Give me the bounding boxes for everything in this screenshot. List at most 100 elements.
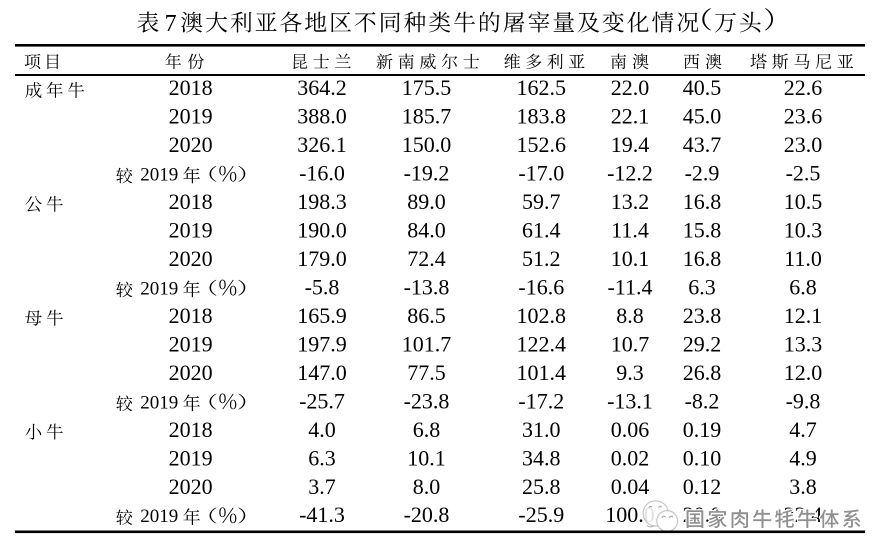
svg-text:13.2: 13.2	[611, 189, 650, 214]
svg-text:16.8: 16.8	[683, 189, 722, 214]
svg-text:3.8: 3.8	[789, 474, 817, 499]
svg-text:15.8: 15.8	[683, 218, 722, 243]
svg-text:179.0: 179.0	[297, 246, 347, 271]
svg-text:2019: 2019	[169, 445, 213, 470]
svg-text:-23.8: -23.8	[404, 388, 450, 413]
svg-text:-41.3: -41.3	[299, 502, 345, 527]
svg-text:61.4: 61.4	[522, 218, 561, 243]
svg-text:165.9: 165.9	[297, 303, 347, 328]
svg-text:190.0: 190.0	[297, 218, 347, 243]
svg-text:152.6: 152.6	[517, 132, 567, 157]
svg-text:0.04: 0.04	[611, 474, 650, 499]
svg-text:364.2: 364.2	[297, 75, 347, 100]
svg-text:2019: 2019	[169, 104, 213, 129]
svg-text:8.0: 8.0	[413, 474, 441, 499]
svg-text:72.4: 72.4	[407, 246, 446, 271]
svg-text:10.1: 10.1	[611, 246, 650, 271]
svg-text:29.2: 29.2	[683, 331, 722, 356]
svg-text:4.7: 4.7	[789, 417, 817, 442]
svg-text:4.9: 4.9	[789, 445, 817, 470]
svg-text:77.5: 77.5	[407, 360, 446, 385]
svg-text:34.8: 34.8	[522, 445, 561, 470]
svg-text:198.3: 198.3	[297, 189, 347, 214]
svg-text:12.0: 12.0	[784, 360, 823, 385]
svg-text:10.7: 10.7	[611, 331, 650, 356]
svg-text:-25.7: -25.7	[299, 388, 345, 413]
svg-text:388.0: 388.0	[297, 104, 347, 129]
svg-text:22.1: 22.1	[611, 104, 650, 129]
svg-text:101.7: 101.7	[402, 331, 452, 356]
svg-text:9.3: 9.3	[616, 360, 644, 385]
svg-text:185.7: 185.7	[402, 104, 452, 129]
svg-text:-13.1: -13.1	[607, 388, 653, 413]
svg-text:150.0: 150.0	[402, 132, 452, 157]
svg-text:2020: 2020	[169, 246, 213, 271]
svg-text:102.8: 102.8	[517, 303, 567, 328]
svg-text:22.0: 22.0	[611, 75, 650, 100]
svg-text:0.10: 0.10	[683, 445, 722, 470]
svg-text:162.5: 162.5	[517, 75, 567, 100]
svg-text:13.3: 13.3	[784, 331, 823, 356]
svg-text:40.5: 40.5	[683, 75, 722, 100]
svg-text:147.0: 147.0	[297, 360, 347, 385]
svg-text:2019: 2019	[140, 392, 178, 413]
svg-text:0.02: 0.02	[611, 445, 650, 470]
svg-text:2018: 2018	[169, 303, 213, 328]
svg-text:2019: 2019	[169, 218, 213, 243]
svg-text:0.19: 0.19	[683, 417, 722, 442]
svg-text:-2.5: -2.5	[786, 161, 821, 186]
svg-text:11.0: 11.0	[784, 246, 822, 271]
svg-text:0.06: 0.06	[611, 417, 650, 442]
svg-text:86.5: 86.5	[407, 303, 446, 328]
svg-text:89.0: 89.0	[407, 189, 446, 214]
svg-text:10.5: 10.5	[784, 189, 823, 214]
svg-text:-16.6: -16.6	[518, 275, 564, 300]
svg-text:-8.2: -8.2	[685, 388, 720, 413]
svg-text:19.4: 19.4	[611, 132, 650, 157]
svg-text:2020: 2020	[169, 474, 213, 499]
svg-text:-13.8: -13.8	[404, 275, 450, 300]
svg-text:22.6: 22.6	[784, 75, 823, 100]
svg-text:59.7: 59.7	[522, 189, 561, 214]
svg-text:-20.8: -20.8	[404, 502, 450, 527]
svg-text:43.7: 43.7	[683, 132, 722, 157]
svg-text:23.6: 23.6	[784, 104, 823, 129]
svg-text:-9.8: -9.8	[786, 388, 821, 413]
svg-text:183.8: 183.8	[517, 104, 567, 129]
svg-text:2019: 2019	[140, 279, 178, 300]
svg-text:16.8: 16.8	[683, 246, 722, 271]
svg-text:4.0: 4.0	[308, 417, 336, 442]
svg-text:26.8: 26.8	[683, 360, 722, 385]
svg-text:0.12: 0.12	[683, 474, 722, 499]
svg-text:6.8: 6.8	[413, 417, 441, 442]
svg-text:-17.0: -17.0	[518, 161, 564, 186]
svg-text:-5.8: -5.8	[305, 275, 340, 300]
svg-text:8.8: 8.8	[616, 303, 644, 328]
svg-text:-17.2: -17.2	[518, 388, 564, 413]
svg-text:122.4: 122.4	[517, 331, 567, 356]
svg-text:3.7: 3.7	[308, 474, 336, 499]
svg-text:25.8: 25.8	[522, 474, 561, 499]
svg-text:23.0: 23.0	[784, 132, 823, 157]
svg-text:11.4: 11.4	[611, 218, 649, 243]
svg-text:10.3: 10.3	[784, 218, 823, 243]
svg-text:-16.0: -16.0	[299, 161, 345, 186]
svg-text:51.2: 51.2	[522, 246, 561, 271]
svg-text:2020: 2020	[169, 360, 213, 385]
svg-text:2020: 2020	[169, 132, 213, 157]
svg-text:31.0: 31.0	[522, 417, 561, 442]
svg-text:175.5: 175.5	[402, 75, 452, 100]
svg-text:197.9: 197.9	[297, 331, 347, 356]
svg-text:326.1: 326.1	[297, 132, 347, 157]
svg-text:23.8: 23.8	[683, 303, 722, 328]
svg-text:6.3: 6.3	[688, 275, 716, 300]
svg-text:45.0: 45.0	[683, 104, 722, 129]
svg-text:6.8: 6.8	[789, 275, 817, 300]
svg-text:-12.2: -12.2	[607, 161, 653, 186]
svg-text:12.1: 12.1	[784, 303, 823, 328]
svg-text:84.0: 84.0	[407, 218, 446, 243]
svg-text:2019: 2019	[169, 331, 213, 356]
svg-text:2019: 2019	[140, 506, 178, 527]
svg-text:2018: 2018	[169, 417, 213, 442]
svg-text:10.1: 10.1	[407, 445, 446, 470]
